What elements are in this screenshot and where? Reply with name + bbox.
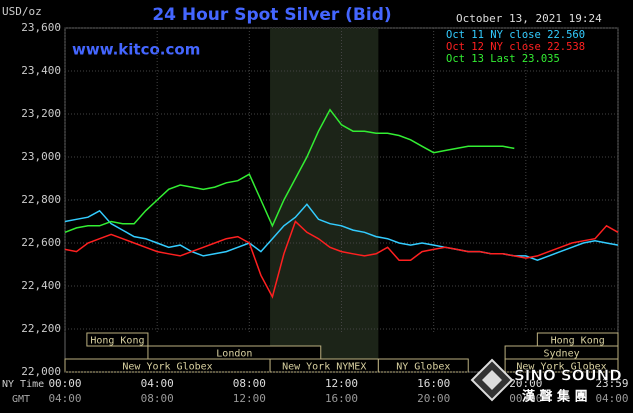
x-tick-label: 08:00 — [233, 377, 266, 390]
x2-tick-label: 20:00 — [417, 392, 450, 405]
x-tick-label: 23:59 — [595, 377, 628, 390]
session-label: New York Globex — [516, 362, 606, 373]
watermark-subtitle: 漢 聲 集 團 — [522, 389, 588, 405]
y-tick-label: 23,200 — [21, 107, 61, 120]
series-line — [64, 203, 619, 262]
y-axis-label: USD/oz — [2, 5, 42, 18]
session-label: Hong Kong — [90, 336, 144, 347]
legend-entry: Oct 11 NY close 22.560 — [446, 29, 585, 41]
y-tick-label: 22,600 — [21, 236, 61, 249]
session-bar — [86, 332, 149, 347]
site: www.kitco.com — [72, 41, 200, 59]
y-tick-label: 22,400 — [21, 279, 61, 292]
y-tick-label: 23,400 — [21, 64, 61, 77]
x-tick-label: 20:00 — [509, 377, 542, 390]
y-tick-label: 22,800 — [21, 193, 61, 206]
x-tick-label: 16:00 — [417, 377, 450, 390]
x2-tick-label: 04:00 — [595, 392, 628, 405]
legend-entry: Oct 13 Last 23.035 — [446, 53, 560, 65]
x-row-label: NY Time — [2, 379, 44, 390]
legend-entry: Oct 12 NY close 22.538 — [446, 41, 585, 53]
x2-tick-label: 00:00 — [509, 392, 542, 405]
session-shade — [270, 28, 379, 372]
x2-row-label: GMT — [12, 394, 30, 405]
date: October 13, 2021 19:24 — [456, 12, 602, 25]
session-label: Sydney — [543, 349, 579, 360]
y-tick-label: 23,000 — [21, 150, 61, 163]
session-label: Hong Kong — [551, 336, 605, 347]
session-label: London — [216, 349, 252, 360]
chart-title: 24 Hour Spot Silver (Bid) — [152, 5, 391, 25]
watermark: SINO SOUND 漢 聲 集 團 — [470, 358, 622, 405]
session-label: NY Globex — [396, 362, 450, 373]
x-tick-label: 04:00 — [141, 377, 174, 390]
x2-tick-label: 12:00 — [233, 392, 266, 405]
session-label: New York Globex — [122, 362, 212, 373]
x2-tick-label: 08:00 — [141, 392, 174, 405]
watermark-name: SINO SOUND — [514, 367, 622, 385]
x2-tick-label: 04:00 — [48, 392, 81, 405]
x-tick-label: 12:00 — [325, 377, 358, 390]
y-tick-label: 22,200 — [21, 322, 61, 335]
y-tick-label: 23,600 — [21, 21, 61, 34]
y-tick-label: 22,000 — [21, 365, 61, 378]
session-label: New York NYMEX — [282, 362, 366, 373]
watermark-logo-inner — [482, 370, 502, 390]
session-bar — [504, 358, 619, 373]
x2-tick-label: 16:00 — [325, 392, 358, 405]
x-tick-label: 00:00 — [48, 377, 81, 390]
series-line — [64, 220, 619, 299]
series-line — [64, 108, 515, 234]
session-bar — [377, 358, 469, 373]
